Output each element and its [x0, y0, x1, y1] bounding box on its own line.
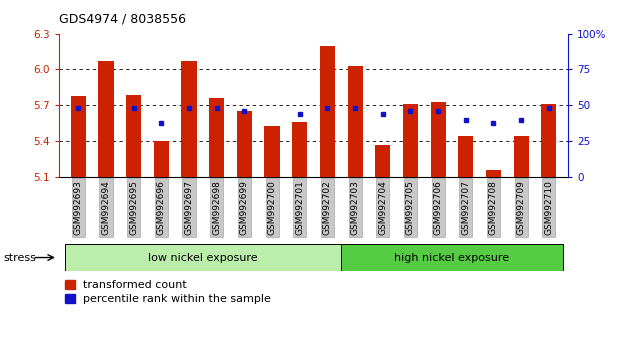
Bar [320, 46, 335, 177]
Legend: transformed count, percentile rank within the sample: transformed count, percentile rank withi… [65, 280, 271, 304]
Bar [126, 95, 142, 177]
Bar [265, 126, 279, 177]
Bar [237, 111, 252, 177]
Bar [458, 136, 473, 177]
Bar [209, 98, 224, 177]
Bar [292, 122, 307, 177]
Bar [375, 145, 391, 177]
Text: low nickel exposure: low nickel exposure [148, 252, 258, 263]
Bar [99, 61, 114, 177]
Text: stress: stress [3, 252, 36, 263]
Bar [348, 66, 363, 177]
Bar [65, 244, 342, 271]
Text: GDS4974 / 8038556: GDS4974 / 8038556 [59, 13, 186, 26]
Bar [71, 96, 86, 177]
Bar [486, 170, 501, 177]
Bar [154, 141, 169, 177]
Text: high nickel exposure: high nickel exposure [394, 252, 510, 263]
Bar [430, 102, 446, 177]
Bar [181, 61, 197, 177]
Bar [342, 244, 563, 271]
Bar [403, 104, 418, 177]
Bar [514, 136, 528, 177]
Bar [542, 104, 556, 177]
